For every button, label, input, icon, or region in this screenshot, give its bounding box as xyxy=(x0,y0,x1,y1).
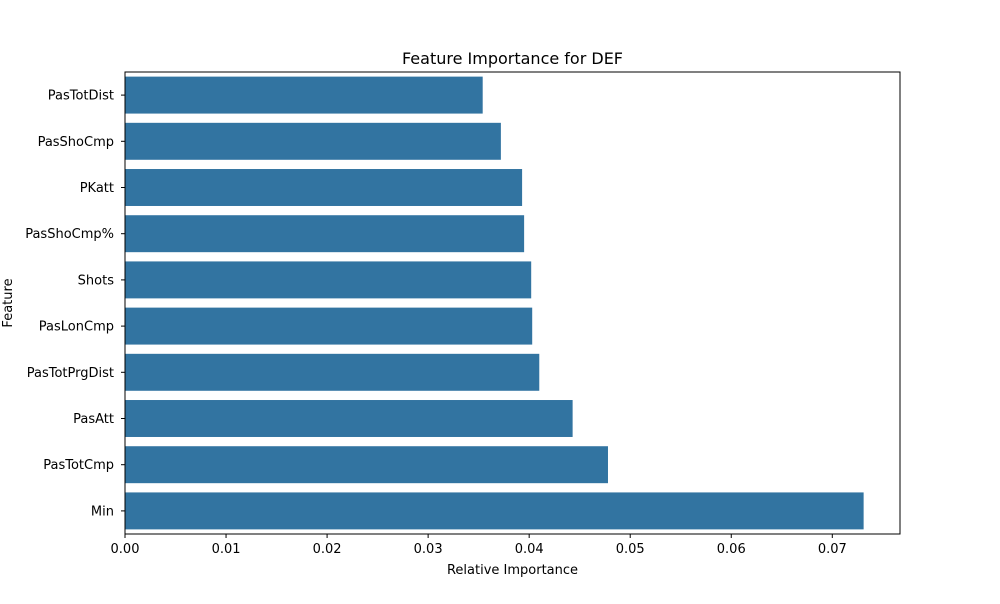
x-tick-label: 0.04 xyxy=(515,542,544,557)
y-tick-label: Min xyxy=(91,504,114,519)
bar xyxy=(125,215,525,253)
x-tick-label: 0.05 xyxy=(616,542,645,557)
x-tick-label: 0.02 xyxy=(313,542,342,557)
x-tick-label: 0.00 xyxy=(111,542,140,557)
y-tick-label: Shots xyxy=(78,273,115,288)
y-tick-label: PasAtt xyxy=(73,412,114,427)
bar xyxy=(125,76,483,114)
plot-frame xyxy=(124,71,901,535)
y-tick-label: PasTotDist xyxy=(48,89,114,104)
bar xyxy=(125,400,573,437)
bar xyxy=(125,122,501,160)
bar xyxy=(125,492,864,530)
x-axis-label: Relative Importance xyxy=(447,563,578,578)
bar xyxy=(125,353,540,391)
x-tick-label: 0.01 xyxy=(212,542,241,557)
y-tick-label: PKatt xyxy=(80,181,114,196)
chart-title: Feature Importance for DEF xyxy=(402,49,623,68)
x-tick-label: 0.07 xyxy=(818,542,847,557)
bar xyxy=(125,261,532,299)
bar xyxy=(125,169,523,206)
y-tick-label: PasShoCmp% xyxy=(25,227,114,242)
y-tick-label: PasShoCmp xyxy=(38,135,114,150)
y-tick-label: PasLonCmp xyxy=(39,320,114,335)
x-tick-label: 0.06 xyxy=(717,542,746,557)
x-tick-label: 0.03 xyxy=(414,542,443,557)
y-axis-label: Feature xyxy=(1,278,16,327)
bar xyxy=(125,446,608,484)
y-tick-label: PasTotCmp xyxy=(43,458,114,473)
y-tick-label: PasTotPrgDist xyxy=(27,366,114,381)
bar xyxy=(125,307,533,345)
